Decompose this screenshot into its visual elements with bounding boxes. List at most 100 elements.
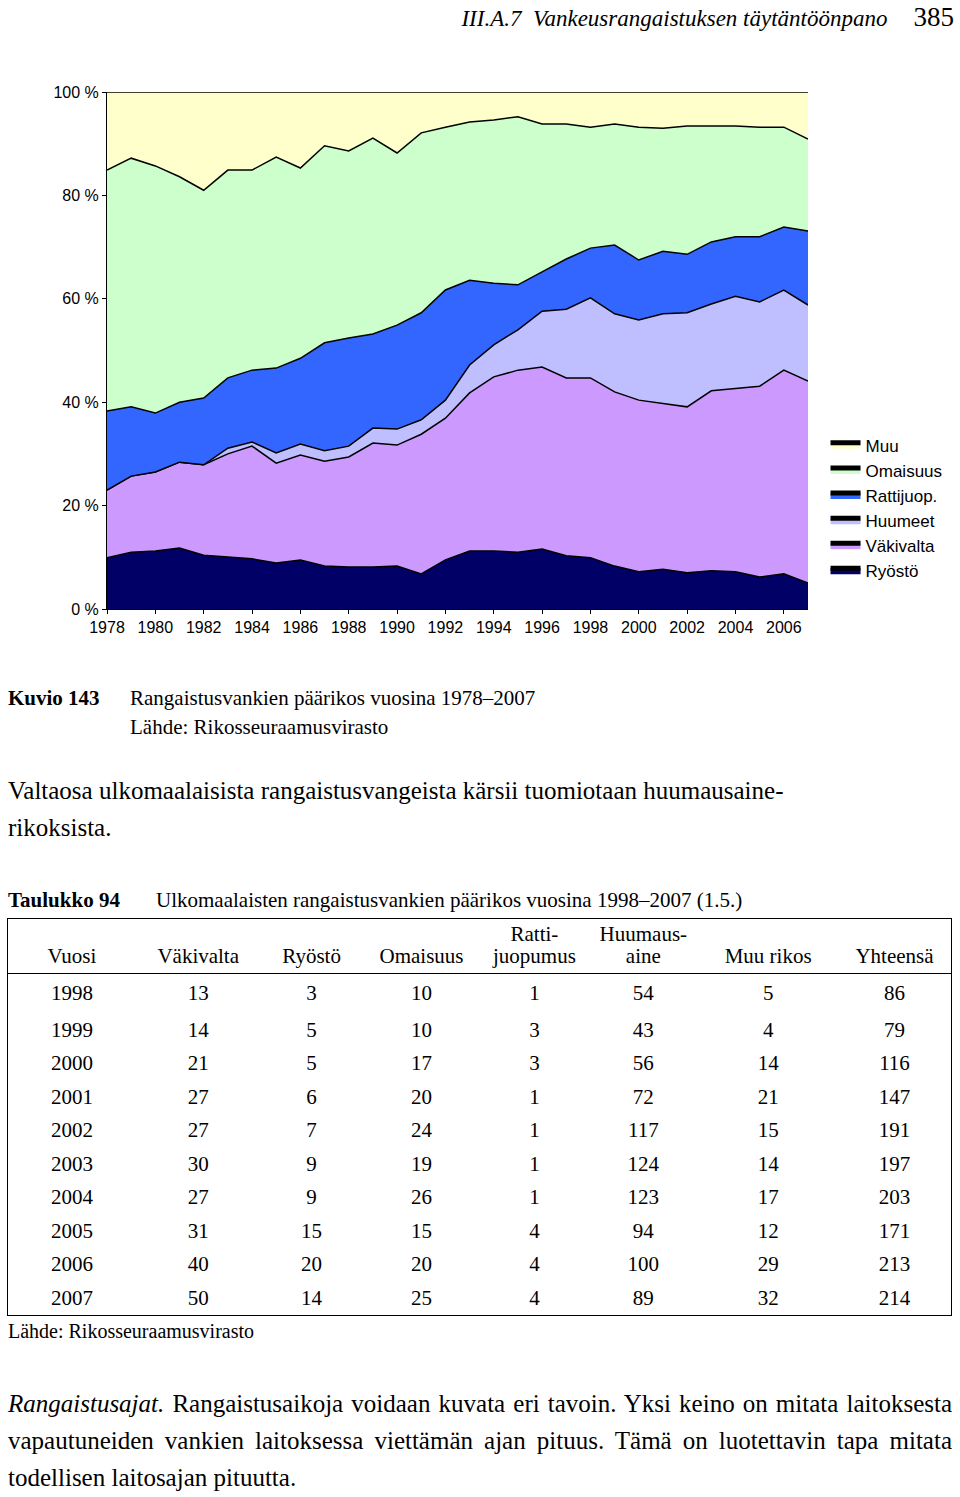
html-text:79: 79 <box>884 1017 905 1042</box>
html-text:27: 27 <box>187 1084 209 1109</box>
html-text:14: 14 <box>757 1051 779 1076</box>
html-text:94: 94 <box>632 1218 654 1243</box>
html-text:10: 10 <box>411 1017 432 1042</box>
html-text:213: 213 <box>878 1252 911 1277</box>
svg-text:100 %: 100 % <box>53 84 98 101</box>
html-text:Taulukko 94: Taulukko 94 <box>8 888 120 912</box>
svg-text:1982: 1982 <box>186 619 222 636</box>
html-text:Kuvio 143: Kuvio 143 <box>8 686 100 710</box>
html-text:17: 17 <box>411 1051 432 1076</box>
html-text:Omaisuus: Omaisuus <box>379 944 464 968</box>
html-text:171: 171 <box>878 1218 911 1243</box>
html-text:54: 54 <box>632 981 654 1006</box>
svg-text:Omaisuus: Omaisuus <box>866 462 943 481</box>
html-text:147: 147 <box>878 1084 911 1109</box>
html-text:1999: 1999 <box>50 1017 93 1042</box>
svg-text:1996: 1996 <box>524 619 560 636</box>
html-text:III.A.7 Vankeusrangaistuksen t: III.A.7 Vankeusrangaistuksen täytäntöönp… <box>461 6 888 31</box>
svg-text:Ryöstö: Ryöstö <box>866 562 919 581</box>
svg-text:2000: 2000 <box>621 619 657 636</box>
svg-text:1994: 1994 <box>476 619 512 636</box>
html-text:17: 17 <box>757 1185 779 1210</box>
html-text:124: 124 <box>627 1151 660 1176</box>
html-text:27: 27 <box>187 1118 209 1143</box>
html-text:27: 27 <box>187 1185 209 1210</box>
html-text:197: 197 <box>878 1151 911 1176</box>
svg-text:60 %: 60 % <box>62 290 98 307</box>
svg-text:1986: 1986 <box>283 619 319 636</box>
html-text:2005: 2005 <box>50 1218 93 1243</box>
html-text:21: 21 <box>187 1051 209 1076</box>
html-text:32: 32 <box>757 1285 779 1310</box>
html-text:30: 30 <box>187 1151 209 1176</box>
svg-text:1988: 1988 <box>331 619 367 636</box>
html-text:117: 117 <box>628 1118 659 1143</box>
html-text:2002: 2002 <box>50 1118 93 1143</box>
html-text:Rangaistusajat. Rangaistusaiko: Rangaistusajat. Rangaistusaikoja voidaan… <box>8 1390 952 1491</box>
html-text:15: 15 <box>301 1218 323 1243</box>
html-text:13: 13 <box>187 981 209 1006</box>
html-text:Rangaistusvankien päärikos vuo: Rangaistusvankien päärikos vuosina 1978–… <box>130 686 536 710</box>
html-text:20: 20 <box>301 1252 323 1277</box>
html-text:Yhteensä: Yhteensä <box>855 944 934 968</box>
html-text:31: 31 <box>187 1218 209 1243</box>
html-text:50: 50 <box>187 1285 209 1310</box>
html-text:14: 14 <box>187 1017 209 1042</box>
html-text:2000: 2000 <box>50 1051 93 1076</box>
html-text:Ryöstö: Ryöstö <box>282 944 341 968</box>
html-text:14: 14 <box>301 1285 323 1310</box>
html-text:20: 20 <box>411 1084 432 1109</box>
html-text:Valtaosa ulkomaalaisista ranga: Valtaosa ulkomaalaisista rangaistusvange… <box>8 777 784 841</box>
html-text:100: 100 <box>627 1252 660 1277</box>
svg-text:1980: 1980 <box>138 619 174 636</box>
html-text:Ulkomaalaisten rangaistusvanki: Ulkomaalaisten rangaistusvankien pääriko… <box>156 888 743 912</box>
html-text:Vuosi: Vuosi <box>47 944 97 968</box>
html-text:21: 21 <box>757 1084 779 1109</box>
html-text:123: 123 <box>627 1185 660 1210</box>
html-text:10: 10 <box>411 981 432 1006</box>
html-text:29: 29 <box>757 1252 779 1277</box>
html-text:2001: 2001 <box>50 1084 93 1109</box>
html-text:2004: 2004 <box>50 1185 93 1210</box>
html-text:2006: 2006 <box>50 1252 93 1277</box>
svg-text:1998: 1998 <box>573 619 609 636</box>
html-text:203: 203 <box>878 1185 911 1210</box>
html-text:89: 89 <box>632 1285 654 1310</box>
html-text:2003: 2003 <box>50 1151 93 1176</box>
svg-text:Väkivalta: Väkivalta <box>866 537 936 556</box>
html-text:Huumaus- aine: Huumaus- aine <box>599 922 688 968</box>
html-text:15: 15 <box>757 1118 779 1143</box>
svg-text:1990: 1990 <box>379 619 415 636</box>
html-text:40: 40 <box>187 1252 209 1277</box>
html-text:43: 43 <box>632 1017 654 1042</box>
svg-text:Huumeet: Huumeet <box>866 512 935 531</box>
svg-text:Rattijuop.: Rattijuop. <box>866 487 938 506</box>
svg-text:0 %: 0 % <box>71 601 99 618</box>
html-text:Lähde: Rikosseuraamusvirasto: Lähde: Rikosseuraamusvirasto <box>8 1320 255 1342</box>
html-text:56: 56 <box>632 1051 654 1076</box>
html-text:Ratti- juopumus: Ratti- juopumus <box>493 922 576 968</box>
svg-text:1978: 1978 <box>89 619 125 636</box>
html-text:72: 72 <box>632 1084 654 1109</box>
html-text:Lähde: Rikosseuraamusvirasto: Lähde: Rikosseuraamusvirasto <box>130 715 389 739</box>
html-text:12: 12 <box>757 1218 779 1243</box>
svg-text:Muu: Muu <box>866 437 899 456</box>
html-text:191: 191 <box>878 1118 911 1143</box>
svg-text:2002: 2002 <box>669 619 705 636</box>
svg-text:40 %: 40 % <box>62 394 98 411</box>
svg-text:20 %: 20 % <box>62 497 98 514</box>
html-text:116: 116 <box>879 1051 910 1076</box>
html-text:14: 14 <box>757 1151 779 1176</box>
svg-text:1992: 1992 <box>428 619 464 636</box>
svg-text:2004: 2004 <box>718 619 754 636</box>
html-text:385: 385 <box>913 2 954 32</box>
svg-text:80 %: 80 % <box>62 187 98 204</box>
html-text:Väkivalta: Väkivalta <box>157 944 239 968</box>
svg-text:2006: 2006 <box>766 619 802 636</box>
html-text:2007: 2007 <box>50 1285 93 1310</box>
svg-text:1984: 1984 <box>234 619 270 636</box>
html-text:Muu rikos: Muu rikos <box>724 944 812 968</box>
html-text:86: 86 <box>884 981 905 1006</box>
html-text:214: 214 <box>878 1285 911 1310</box>
html-text:1998: 1998 <box>50 981 93 1006</box>
